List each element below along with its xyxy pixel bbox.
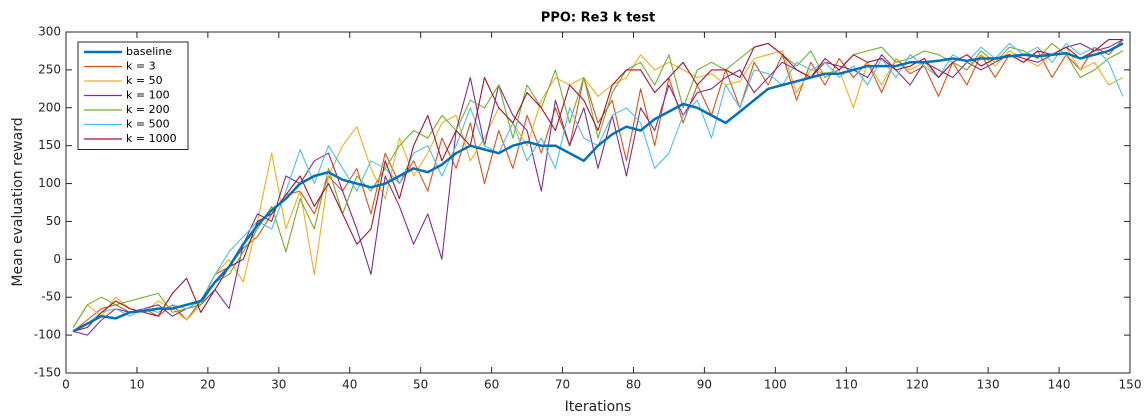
legend-label: k = 3 <box>126 60 156 73</box>
x-tick-label: 0 <box>62 378 70 392</box>
x-tick-label: 90 <box>697 378 712 392</box>
legend-label: k = 1000 <box>126 132 177 145</box>
x-tick-label: 70 <box>555 378 570 392</box>
series-line <box>72 42 1124 333</box>
y-axis-label: Mean evaluation reward <box>10 117 26 286</box>
y-tick-label: -150 <box>34 366 61 380</box>
series-line <box>72 39 1124 336</box>
legend-label: baseline <box>126 45 172 58</box>
x-tick-label: 150 <box>1119 378 1142 392</box>
series-line <box>72 39 1123 332</box>
y-tick-label: 100 <box>38 176 61 190</box>
axes-box <box>65 31 1131 374</box>
y-tick-label: 0 <box>53 252 61 266</box>
legend-label: k = 500 <box>126 118 170 131</box>
x-tick-label: 110 <box>835 378 858 392</box>
x-tick-label: 130 <box>977 378 1000 392</box>
x-tick-label: 80 <box>626 378 641 392</box>
x-tick-label: 30 <box>271 378 286 392</box>
y-tick-label: 250 <box>38 62 61 76</box>
y-tick-label: 50 <box>46 214 61 228</box>
x-tick-label: 50 <box>413 378 428 392</box>
y-tick-label: 300 <box>38 25 61 39</box>
x-axis-label: Iterations <box>565 399 632 415</box>
y-tick-label: 200 <box>38 100 61 114</box>
y-tick-label: -50 <box>41 290 61 304</box>
y-tick-label: 150 <box>38 138 61 152</box>
x-tick-label: 40 <box>342 378 357 392</box>
x-tick-label: 140 <box>1048 378 1071 392</box>
legend-label: k = 200 <box>126 103 170 116</box>
x-tick-label: 20 <box>200 378 215 392</box>
x-tick-label: 10 <box>129 378 144 392</box>
legend-label: k = 50 <box>126 74 163 87</box>
y-tick-label: -100 <box>34 328 61 342</box>
x-tick-label: 120 <box>906 378 929 392</box>
chart-title: PPO: Re3 k test <box>541 11 655 26</box>
x-tick-label: 60 <box>484 378 499 392</box>
x-tick-label: 100 <box>764 378 787 392</box>
legend-label: k = 100 <box>126 89 170 102</box>
